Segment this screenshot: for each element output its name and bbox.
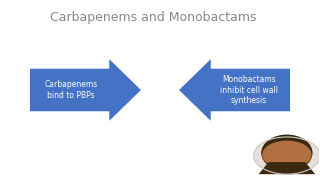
Circle shape [263,141,311,168]
Polygon shape [259,162,315,174]
Ellipse shape [262,135,312,171]
Polygon shape [179,59,290,121]
Polygon shape [30,59,141,121]
Circle shape [253,137,320,174]
Text: Carbapenems
bind to PBPs: Carbapenems bind to PBPs [44,80,98,100]
Text: Monobactams
inhibit cell wall
synthesis: Monobactams inhibit cell wall synthesis [220,75,278,105]
Text: Carbapenems and Monobactams: Carbapenems and Monobactams [51,11,257,24]
